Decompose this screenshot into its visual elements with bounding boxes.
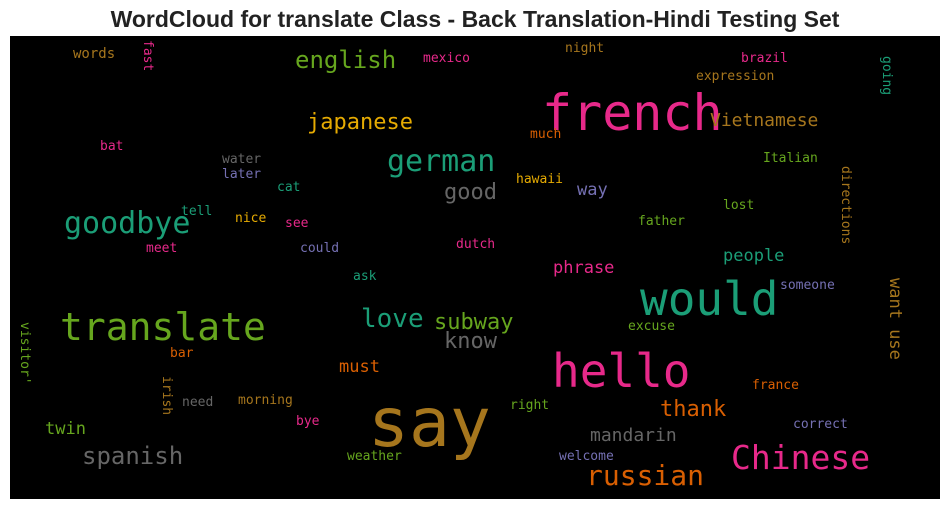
- word-much: much: [530, 127, 562, 142]
- word-excuse: excuse: [628, 319, 675, 334]
- word-twin: twin: [45, 419, 86, 439]
- word-tell: tell: [181, 204, 213, 219]
- word-fast: fast: [140, 40, 155, 72]
- word-want-use: want use: [885, 278, 905, 360]
- word-lost: lost: [723, 198, 755, 213]
- word-bye: bye: [296, 414, 320, 429]
- word-bar: bar: [170, 346, 194, 361]
- word-nice: nice: [235, 211, 267, 226]
- word-brazil: brazil: [741, 51, 788, 66]
- word-irish: irish: [159, 376, 174, 416]
- word-meet: meet: [146, 241, 178, 256]
- word-subway: subway: [434, 310, 514, 335]
- word-translate: translate: [60, 305, 266, 349]
- word-directions: directions: [838, 166, 853, 245]
- word-later: later: [222, 167, 262, 182]
- word-way: way: [577, 180, 608, 200]
- word-need: need: [182, 395, 214, 410]
- word-night: night: [565, 41, 605, 56]
- word-vietnamese: Vietnamese: [710, 110, 819, 131]
- chart-title: WordCloud for translate Class - Back Tra…: [110, 6, 840, 32]
- word-italian: Italian: [763, 151, 818, 166]
- word-love: love: [361, 304, 424, 334]
- word-mexico: mexico: [423, 51, 470, 66]
- word-cloud: say french would hello translate Chinese…: [10, 36, 940, 499]
- word-know: know: [444, 329, 497, 354]
- word-russian: russian: [586, 459, 705, 492]
- word-spanish: spanish: [82, 442, 184, 470]
- word-hawaii: hawaii: [516, 172, 563, 187]
- word-water: water: [222, 152, 262, 167]
- word-mandarin: mandarin: [590, 425, 677, 446]
- word-dutch: dutch: [456, 237, 496, 252]
- word-weather: weather: [347, 449, 402, 464]
- word-french: french: [542, 84, 723, 142]
- word-france: france: [752, 378, 799, 393]
- word-would: would: [640, 272, 779, 326]
- word-goodbye: goodbye: [64, 206, 191, 241]
- word-expression: expression: [696, 69, 775, 84]
- word-welcome: welcome: [559, 449, 614, 464]
- word-people: people: [723, 246, 785, 266]
- word-german: german: [387, 144, 496, 179]
- word-japanese: japanese: [307, 110, 413, 135]
- word-phrase: phrase: [553, 258, 615, 278]
- word-correct: correct: [793, 417, 848, 432]
- word-ask: ask: [353, 269, 377, 284]
- word-father: father: [638, 214, 685, 229]
- word-morning: morning: [238, 393, 293, 408]
- word-words: words: [73, 46, 116, 62]
- word-chinese: Chinese: [731, 438, 871, 477]
- word-cat: cat: [277, 180, 301, 195]
- word-right: right: [510, 398, 550, 413]
- word-thank: thank: [660, 397, 727, 422]
- word-say: say: [368, 384, 491, 463]
- word-bat: bat: [100, 139, 124, 154]
- word-good: good: [444, 180, 497, 205]
- word-someone: someone: [780, 278, 835, 293]
- word-english: english: [295, 46, 397, 74]
- word-visitor: visitor': [17, 322, 32, 385]
- word-going: going: [879, 56, 894, 96]
- word-could: could: [300, 241, 340, 256]
- word-hello: hello: [552, 344, 691, 398]
- word-must: must: [339, 357, 380, 377]
- word-see: see: [285, 216, 309, 231]
